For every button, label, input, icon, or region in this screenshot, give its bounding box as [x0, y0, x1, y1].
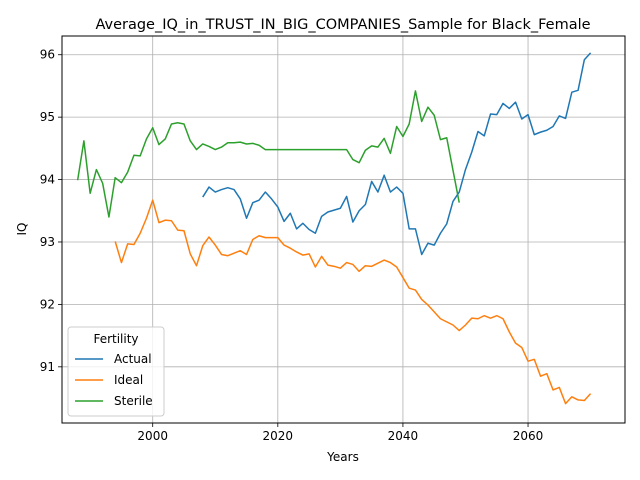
gridlines	[62, 36, 625, 423]
axis-ticks: 2000 2020 2040 2060 91 92 93 94 95 96	[40, 48, 544, 443]
y-tick-label: 94	[40, 173, 55, 187]
legend-label-actual: Actual	[114, 352, 152, 366]
series-line-actual	[202, 52, 592, 256]
x-axis-title: Years	[326, 450, 359, 464]
x-tick-label: 2040	[388, 429, 419, 443]
x-tick-label: 2020	[263, 429, 294, 443]
series-line-ideal	[114, 199, 592, 405]
legend-label-sterile: Sterile	[114, 394, 153, 408]
y-tick-label: 96	[40, 48, 55, 62]
legend-label-ideal: Ideal	[114, 373, 143, 387]
chart-title: Average_IQ_in_TRUST_IN_BIG_COMPANIES_Sam…	[95, 17, 590, 33]
y-axis-title: IQ	[15, 223, 29, 236]
x-tick-label: 2060	[513, 429, 544, 443]
plot-area-frame	[61, 35, 626, 424]
legend-title: Fertility	[93, 332, 138, 346]
legend: Fertility Actual Ideal Sterile	[67, 326, 165, 417]
y-tick-label: 91	[40, 360, 55, 374]
y-tick-label: 92	[40, 297, 55, 311]
y-tick-label: 95	[40, 110, 55, 124]
series-lines	[76, 52, 592, 405]
legend-box	[67, 326, 165, 417]
x-tick-label: 2000	[137, 429, 168, 443]
y-tick-label: 93	[40, 235, 55, 249]
series-line-sterile	[76, 90, 460, 218]
